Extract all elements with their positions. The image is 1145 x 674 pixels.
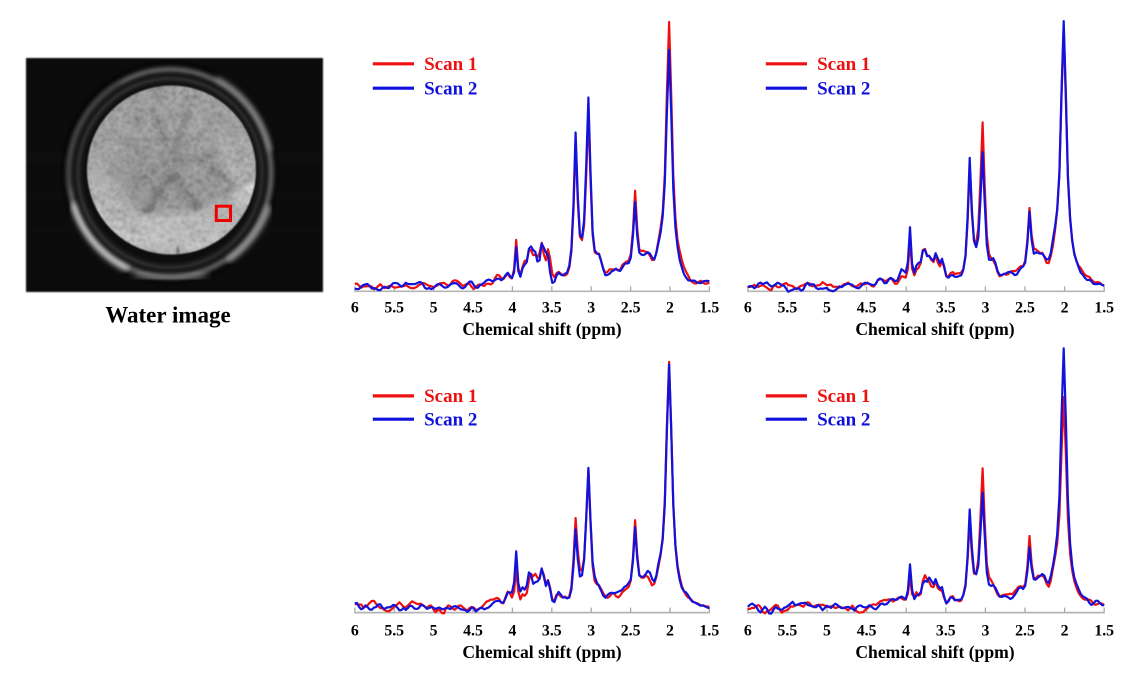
svg-text:5.5: 5.5 <box>778 622 798 639</box>
svg-text:Scan 2: Scan 2 <box>817 79 870 100</box>
svg-text:3.5: 3.5 <box>936 300 956 317</box>
svg-text:6: 6 <box>351 300 359 317</box>
svg-text:4.5: 4.5 <box>463 300 483 317</box>
svg-text:6: 6 <box>744 300 752 317</box>
svg-text:3.5: 3.5 <box>936 622 956 639</box>
svg-text:5.5: 5.5 <box>778 300 798 317</box>
svg-text:Chemical shift (ppm): Chemical shift (ppm) <box>855 319 1014 339</box>
svg-text:Scan 1: Scan 1 <box>817 386 870 407</box>
svg-text:2.5: 2.5 <box>621 300 641 317</box>
svg-text:1.5: 1.5 <box>700 622 720 639</box>
svg-text:2: 2 <box>666 622 674 639</box>
svg-text:2.5: 2.5 <box>1015 622 1035 639</box>
svg-text:Chemical shift (ppm): Chemical shift (ppm) <box>855 642 1014 662</box>
svg-text:Scan 2: Scan 2 <box>424 410 477 431</box>
svg-text:2: 2 <box>666 300 674 317</box>
svg-text:6: 6 <box>744 622 752 639</box>
svg-text:4: 4 <box>902 622 910 639</box>
svg-text:Scan 1: Scan 1 <box>424 54 477 75</box>
svg-text:5: 5 <box>823 300 831 317</box>
svg-text:4.5: 4.5 <box>857 300 877 317</box>
svg-text:Scan 1: Scan 1 <box>817 54 870 75</box>
svg-text:5: 5 <box>430 300 438 317</box>
svg-text:3: 3 <box>587 300 595 317</box>
svg-text:Chemical shift (ppm): Chemical shift (ppm) <box>462 319 621 339</box>
svg-text:2.5: 2.5 <box>1015 300 1035 317</box>
svg-text:4: 4 <box>508 622 516 639</box>
svg-text:Water image: Water image <box>105 303 230 328</box>
svg-text:4: 4 <box>508 300 516 317</box>
svg-text:5: 5 <box>823 622 831 639</box>
svg-text:3: 3 <box>981 300 989 317</box>
svg-text:2: 2 <box>1061 622 1069 639</box>
svg-text:5.5: 5.5 <box>384 300 404 317</box>
svg-text:5: 5 <box>430 622 438 639</box>
svg-text:2.5: 2.5 <box>621 622 641 639</box>
svg-text:2: 2 <box>1061 300 1069 317</box>
svg-text:Scan 2: Scan 2 <box>817 410 870 431</box>
svg-text:1.5: 1.5 <box>1094 300 1114 317</box>
svg-text:5.5: 5.5 <box>384 622 404 639</box>
svg-text:3.5: 3.5 <box>542 300 562 317</box>
svg-text:4: 4 <box>902 300 910 317</box>
svg-text:Scan 2: Scan 2 <box>424 79 477 100</box>
svg-text:3: 3 <box>981 622 989 639</box>
svg-text:3.5: 3.5 <box>542 622 562 639</box>
svg-text:4.5: 4.5 <box>463 622 483 639</box>
svg-text:6: 6 <box>351 622 359 639</box>
svg-text:3: 3 <box>587 622 595 639</box>
svg-text:4.5: 4.5 <box>857 622 877 639</box>
svg-text:Chemical shift (ppm): Chemical shift (ppm) <box>462 642 621 662</box>
svg-text:Scan 1: Scan 1 <box>424 386 477 407</box>
svg-text:1.5: 1.5 <box>1094 622 1114 639</box>
svg-text:1.5: 1.5 <box>700 300 720 317</box>
